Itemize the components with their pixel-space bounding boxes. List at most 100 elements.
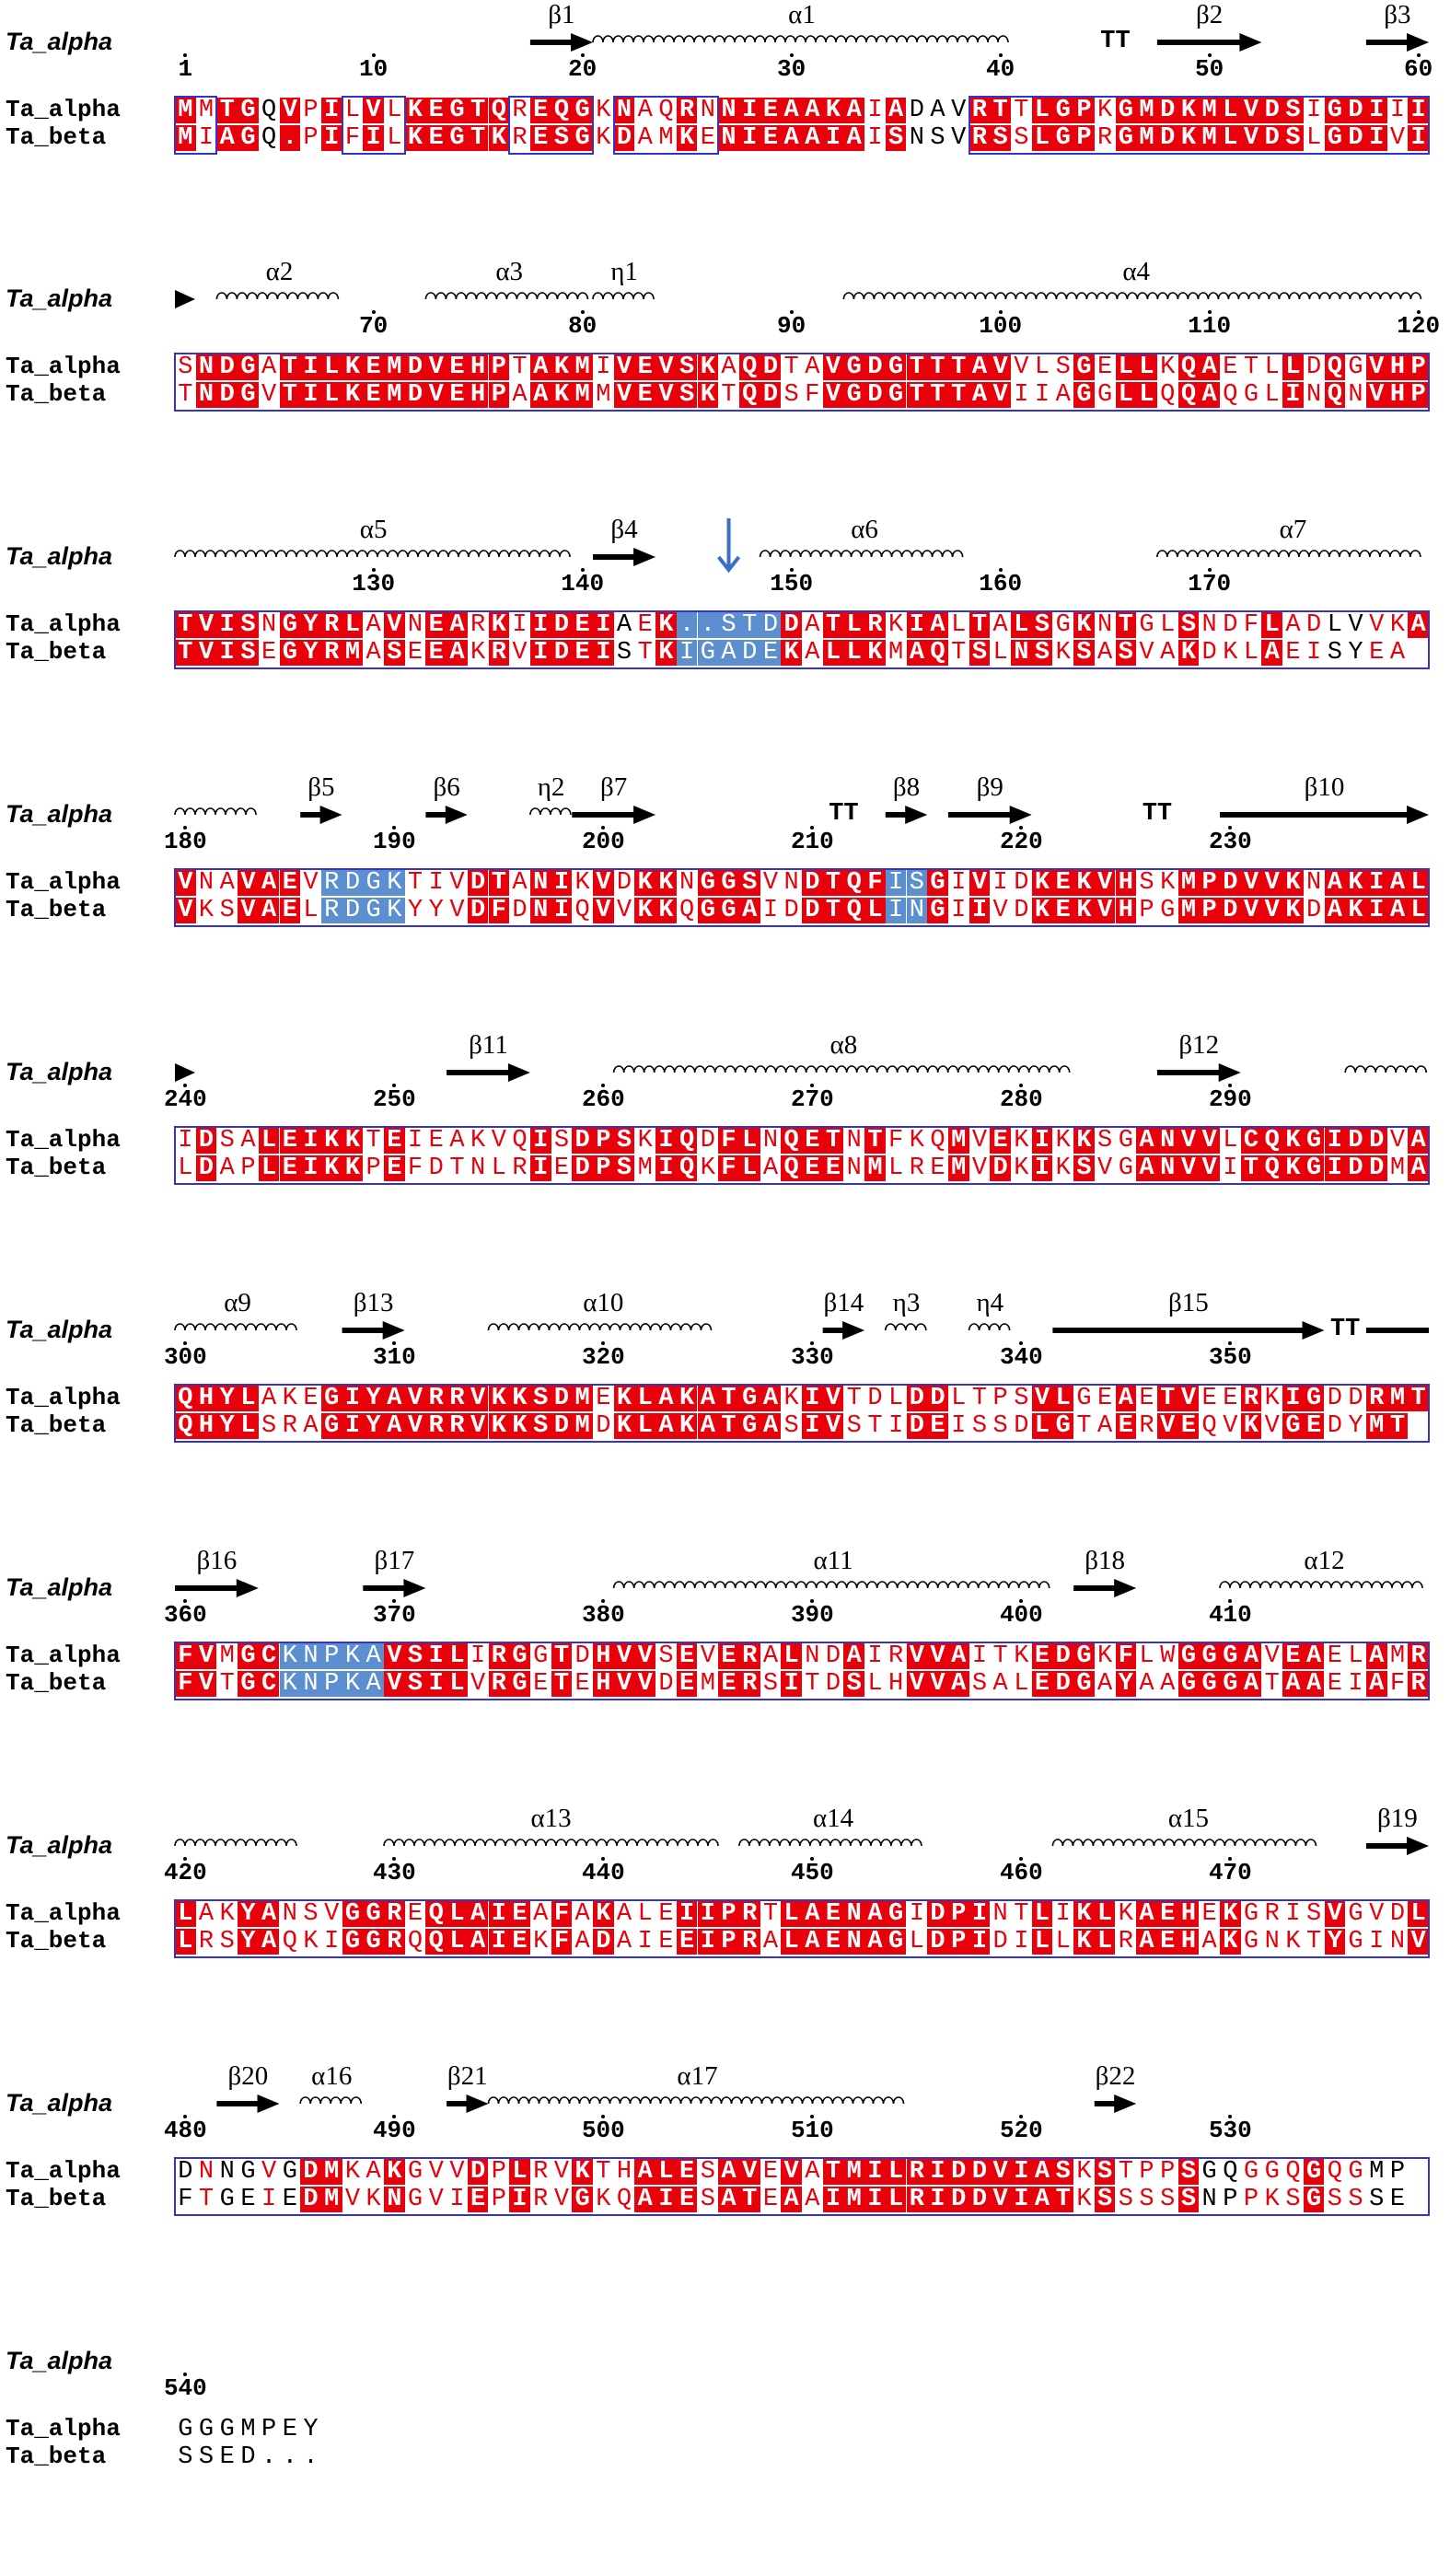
residue-alpha: S: [1031, 612, 1053, 638]
residue-beta: K: [1014, 1155, 1029, 1182]
residue-alpha: T: [846, 1385, 862, 1412]
residue-beta: I: [593, 640, 614, 666]
residue-alpha: E: [279, 1128, 301, 1154]
residue-beta: K: [1282, 1155, 1304, 1181]
residue-alpha: T: [1115, 612, 1137, 638]
residue-beta: S: [1073, 640, 1095, 666]
position-tick-dot: [580, 53, 585, 57]
ss-element-label: α5: [359, 515, 388, 544]
residue-alpha: V: [613, 354, 635, 380]
residue-beta: .: [282, 2443, 297, 2471]
residue-alpha: Q: [1261, 1128, 1283, 1154]
residue-beta: Y: [1348, 1412, 1363, 1440]
residue-alpha: I: [216, 612, 238, 638]
residue-beta: A: [1261, 640, 1283, 666]
residue-beta: V: [1199, 1155, 1220, 1181]
residue-beta: V: [951, 124, 967, 152]
residue-beta: E: [384, 1155, 405, 1181]
residue-alpha: S: [178, 354, 193, 381]
position-number: 390: [790, 1601, 834, 1629]
residue-beta: K: [676, 1413, 698, 1439]
residue-alpha: F: [864, 870, 886, 896]
residue-alpha: K: [1073, 612, 1095, 638]
secondary-structure-track: [175, 1063, 1427, 1082]
ss-element-label: β13: [353, 1288, 394, 1317]
residue-alpha: A: [805, 354, 820, 381]
residue-alpha: E: [637, 611, 653, 639]
residue-beta: G: [718, 898, 739, 923]
residue-beta: L: [843, 640, 865, 666]
residue-alpha: L: [1408, 870, 1429, 896]
residue-alpha: T: [216, 98, 238, 123]
residue-alpha: G: [738, 1386, 760, 1411]
residue-alpha: Q: [551, 98, 573, 123]
residue-alpha: Y: [216, 1386, 238, 1411]
alpha-helix-coil: [759, 550, 964, 558]
residue-beta: D: [572, 1155, 593, 1181]
residue-beta: M: [637, 1155, 653, 1182]
position-number: 160: [979, 570, 1023, 598]
position-number: 450: [790, 1859, 834, 1886]
position-tick-dot: [998, 310, 1003, 314]
residue-alpha: A: [655, 1386, 677, 1411]
residue-beta: F: [488, 898, 510, 923]
residue-alpha: S: [906, 870, 928, 896]
residue-beta: R: [512, 1155, 528, 1182]
residue-alpha: T: [407, 869, 423, 897]
residue-beta: E: [760, 125, 782, 151]
residue-beta: V: [1094, 898, 1116, 923]
residue-alpha: V: [971, 1127, 988, 1155]
residue-beta: G: [927, 898, 948, 923]
residue-beta: E: [1177, 1413, 1200, 1439]
residue-beta: I: [951, 897, 967, 924]
residue-beta: L: [1243, 639, 1259, 667]
residue-alpha: I: [512, 611, 528, 639]
residue-alpha: T: [175, 612, 196, 638]
residue-alpha: V: [279, 98, 301, 123]
residue-alpha: V: [1365, 354, 1387, 380]
residue-beta: V: [1177, 1155, 1200, 1181]
ss-element-label: α11: [813, 1546, 853, 1575]
residue-beta: A: [529, 382, 551, 408]
alpha-helix-coil: [215, 292, 340, 300]
residue-alpha: T: [718, 1386, 739, 1411]
position-tick-dot: [1416, 310, 1421, 314]
position-number: 220: [999, 828, 1043, 855]
residue-alpha: A: [447, 612, 468, 638]
position-tick-dot: [1416, 53, 1421, 57]
ss-element-label: α14: [812, 1804, 854, 1833]
position-tick-dot: [183, 826, 188, 830]
residue-beta: A: [447, 640, 468, 666]
ss-element-label: η2: [537, 772, 565, 802]
residue-alpha: G: [219, 2416, 235, 2443]
residue-alpha: A: [843, 98, 865, 123]
residue-alpha: L: [1034, 354, 1050, 381]
residue-beta: V: [1139, 639, 1154, 667]
alpha-helix-coil: [1156, 550, 1421, 558]
residue-alpha: G: [1076, 1385, 1092, 1412]
alignment-block: Ta_alpha α13 α14 α15 β19 420 430 440 450 460 470 Ta…: [0, 1804, 1450, 2060]
residue-alpha: D: [1014, 869, 1029, 897]
position-number: 480: [163, 2117, 207, 2144]
residue-beta: G: [1118, 1155, 1133, 1182]
residue-alpha: A: [384, 1386, 405, 1411]
residue-beta: D: [864, 382, 886, 408]
residue-beta: K: [1055, 639, 1071, 667]
residue-alpha: V: [1240, 98, 1262, 123]
alignment-block: Ta_alpha α9 β13 α10 β14 η3 η4 β15 TT 300 310 320 330…: [0, 1288, 1450, 1545]
residue-alpha: T: [971, 1385, 988, 1412]
residue-alpha: L: [951, 1385, 967, 1412]
residue-alpha: K: [509, 1386, 530, 1411]
residue-alpha: K: [342, 1128, 364, 1154]
residue-alpha: K: [783, 1385, 799, 1412]
residue-alpha: V: [175, 870, 196, 896]
residue-alpha: F: [1243, 611, 1259, 639]
residue-beta: T: [1240, 1155, 1262, 1181]
residue-beta: V: [261, 381, 277, 409]
residue-beta: D: [551, 640, 573, 666]
alpha-helix-coil: [487, 2096, 905, 2105]
residue-alpha: V: [1369, 611, 1385, 639]
conservation-box: [174, 1899, 1430, 1958]
residue-alpha: F: [888, 1127, 904, 1155]
residue-alpha: K: [655, 612, 677, 638]
